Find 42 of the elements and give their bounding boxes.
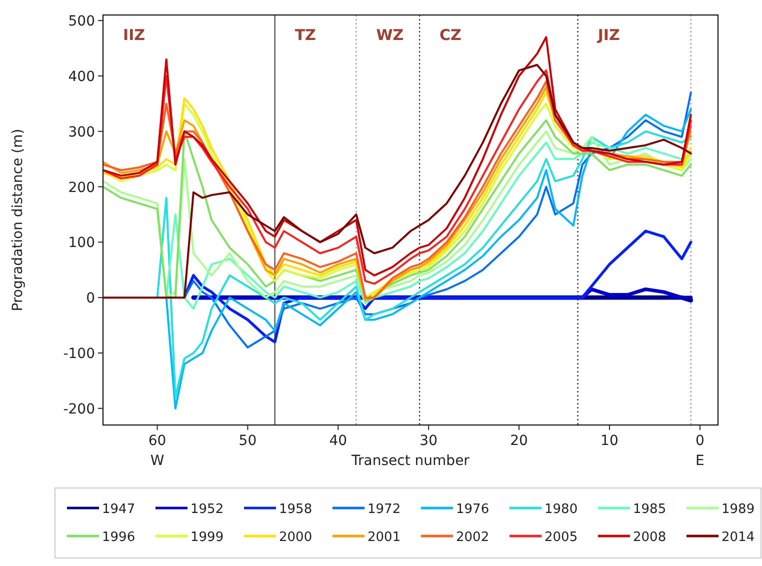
- x-tick-label: 40: [329, 433, 348, 449]
- annotation: WZ: [376, 26, 404, 44]
- legend-label: 2002: [456, 530, 490, 545]
- line-series: [183, 92, 692, 348]
- y-tick-label: 300: [68, 124, 95, 140]
- x-tick-label: 50: [238, 433, 257, 449]
- annotation: JIZ: [596, 26, 620, 44]
- y-tick-label: 400: [68, 68, 95, 85]
- x-tick-label: 60: [148, 433, 166, 449]
- legend-label: 2000: [279, 530, 312, 545]
- legend-label: 2001: [368, 530, 401, 545]
- y-tick-label: -200: [63, 401, 95, 418]
- x-axis-title: Transect number: [350, 453, 470, 469]
- legend-label: 1972: [368, 502, 401, 517]
- legend-label: 1985: [633, 502, 666, 517]
- text: E: [695, 453, 704, 469]
- legend-label: 1947: [102, 502, 136, 517]
- x-tick-label: 20: [510, 433, 528, 449]
- x-tick-label: 30: [420, 433, 438, 449]
- legend-label: 1989: [722, 502, 755, 517]
- legend-label: 1980: [544, 502, 578, 517]
- legend-label: 1996: [102, 530, 136, 545]
- legend-label: 2008: [633, 530, 666, 545]
- y-axis-title: Progradation distance (m): [10, 128, 26, 312]
- y-tick-label: 500: [68, 14, 95, 30]
- legend-label: 1976: [456, 502, 490, 517]
- y-tick-label: 100: [68, 235, 95, 252]
- y-tick-label: 0: [86, 290, 95, 307]
- annotation: TZ: [294, 26, 316, 44]
- x-tick-label: 10: [600, 433, 618, 449]
- annotation: IIZ: [123, 26, 146, 44]
- legend-label: 2005: [544, 530, 578, 545]
- legend-label: 2014: [722, 530, 755, 545]
- y-tick-label: 200: [68, 180, 95, 196]
- legend-label: 1952: [190, 502, 224, 517]
- line-series: [165, 141, 692, 310]
- legend-label: 1999: [190, 530, 224, 545]
- legend-label: 1958: [279, 502, 312, 517]
- text: W: [150, 453, 164, 469]
- x-tick-label: 0: [695, 433, 704, 449]
- annotation: CZ: [440, 26, 462, 44]
- y-tick-label: -100: [63, 346, 95, 362]
